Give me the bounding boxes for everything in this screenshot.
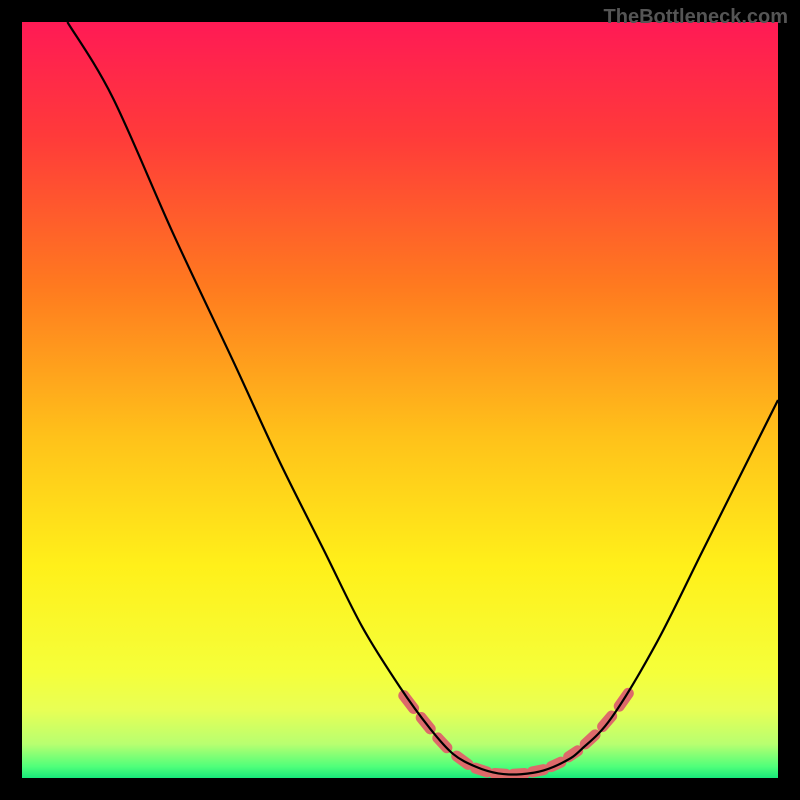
bottleneck-chart: TheBottleneck.com: [0, 0, 800, 800]
watermark: TheBottleneck.com: [604, 6, 788, 29]
chart-canvas: [0, 0, 800, 800]
